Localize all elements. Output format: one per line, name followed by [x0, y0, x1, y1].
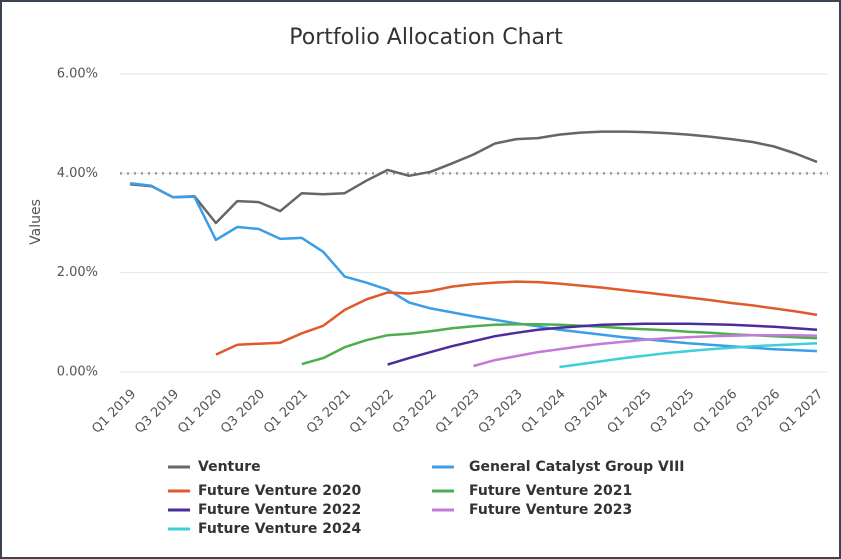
series-line — [129, 130, 818, 225]
legend-label: Future Venture 2022 — [198, 502, 361, 518]
series-line — [215, 280, 818, 356]
series-line — [129, 182, 818, 353]
y-tick-label: 4.00% — [57, 166, 98, 181]
y-tick-label: 2.00% — [57, 265, 98, 280]
series-line — [301, 323, 818, 366]
series-line — [559, 341, 818, 369]
series-line — [387, 322, 818, 366]
y-axis-label: Values — [28, 199, 44, 245]
y-tick-label: 6.00% — [57, 67, 98, 82]
y-tick-label: 0.00% — [57, 365, 98, 380]
legend-label: Future Venture 2023 — [469, 502, 632, 518]
series-line — [473, 333, 818, 368]
legend-label: Future Venture 2021 — [469, 483, 632, 499]
chart-title: Portfolio Allocation Chart — [289, 25, 563, 50]
legend-label: Venture — [198, 459, 261, 475]
legend-label: Future Venture 2024 — [198, 521, 361, 537]
legend-label: Future Venture 2020 — [198, 483, 361, 499]
legend-label: General Catalyst Group VIII — [469, 459, 685, 475]
